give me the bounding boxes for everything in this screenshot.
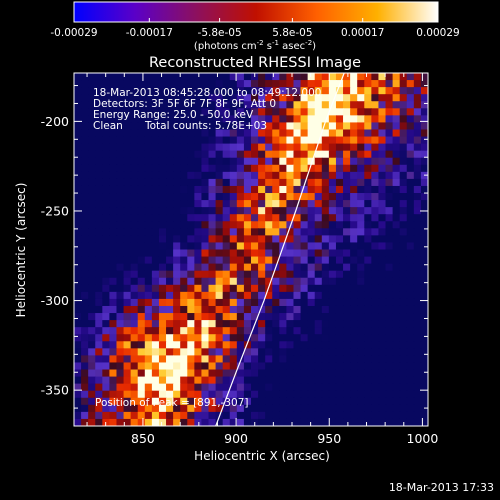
x-tick-label: 850	[131, 431, 155, 446]
solar-limb-line	[215, 73, 345, 426]
annotation-time-range: 18-Mar-2013 08:45:28.000 to 08:49:12.000	[93, 87, 322, 99]
render-timestamp: 18-Mar-2013 17:33	[388, 481, 494, 494]
chart-title: Reconstructed RHESSI Image	[149, 55, 361, 71]
colorbar	[73, 1, 439, 23]
y-tick-label: -200	[41, 114, 69, 129]
colorbar-tick-labels: -0.00029 -0.00017 -5.8e-05 5.8e-05 0.00017 0.…	[50, 27, 459, 39]
colorbar-tick-label: -0.00029	[50, 27, 97, 39]
colorbar-units-label: (photons cm-2 s-1 asec-2)	[194, 39, 316, 52]
x-axis: 850 900 950 1000	[86, 73, 439, 446]
colorbar-tick-label: -0.00017	[126, 27, 173, 39]
y-axis: -350 -300 -250 -200	[41, 85, 428, 409]
heatmap-image	[74, 73, 428, 426]
colorbar-tick-label: -5.8e-05	[198, 27, 242, 39]
colorbar-tick-label: 0.00017	[341, 27, 384, 39]
x-axis-label: Heliocentric X (arcsec)	[194, 449, 330, 463]
annotation-total-counts: Total counts: 5.78E+03	[145, 120, 268, 132]
annotation-method: Clean	[93, 120, 123, 132]
y-tick-label: -300	[41, 293, 69, 308]
x-tick-label: 1000	[407, 431, 439, 446]
y-tick-label: -250	[41, 203, 69, 218]
y-tick-label: -350	[41, 383, 69, 398]
colorbar-tick-label: 5.8e-05	[272, 27, 312, 39]
annotation-detectors: Detectors: 3F 5F 6F 7F 8F 9F, Att 0	[93, 98, 277, 110]
colorbar-tick-label: 0.00029	[416, 27, 459, 39]
annotation-peak-position: Position of Peak = [891,-307]	[95, 397, 249, 409]
y-axis-label: Heliocentric Y (arcsec)	[14, 183, 28, 318]
x-tick-label: 950	[317, 431, 341, 446]
colorbar-ticks	[73, 18, 439, 22]
annotation-energy-range: Energy Range: 25.0 - 50.0 keV	[93, 109, 254, 121]
plot-frame	[73, 72, 429, 427]
x-tick-label: 900	[224, 431, 248, 446]
